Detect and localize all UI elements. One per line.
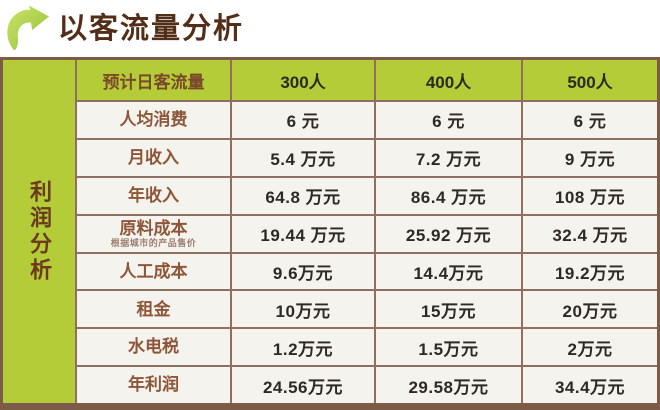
row-label: 人工成本 bbox=[77, 253, 230, 290]
row-label-text: 月收入 bbox=[128, 148, 179, 168]
header-row-title: 预计日客流量 bbox=[77, 60, 230, 100]
row-label: 人均消费 bbox=[77, 102, 230, 138]
header-col-3: 500人 bbox=[523, 60, 657, 100]
row-label: 原料成本 根据城市的产品售价 bbox=[77, 215, 230, 252]
header-col-1: 300人 bbox=[232, 60, 374, 100]
table-cell: 64.8 万元 bbox=[232, 177, 374, 214]
table-cell: 5.4 万元 bbox=[232, 139, 374, 176]
table-cell: 1.2万元 bbox=[232, 329, 374, 366]
table-cell: 14.4万元 bbox=[376, 253, 521, 290]
table-cell: 7.2 万元 bbox=[376, 139, 521, 176]
row-label-text: 人工成本 bbox=[119, 261, 188, 281]
table-cell: 34.4万元 bbox=[523, 367, 657, 403]
row-label: 年收入 bbox=[77, 177, 230, 214]
table-cell: 9 万元 bbox=[523, 139, 657, 176]
table-cell: 29.58万元 bbox=[376, 367, 521, 403]
table-cell: 6 元 bbox=[376, 102, 521, 138]
table-cell: 9.6万元 bbox=[232, 253, 374, 290]
row-sublabel-text: 根据城市的产品售价 bbox=[110, 238, 197, 249]
row-label: 水电税 bbox=[77, 329, 230, 366]
table-cell: 25.92 万元 bbox=[376, 215, 521, 252]
row-label-text: 水电税 bbox=[128, 337, 179, 357]
row-label: 月收入 bbox=[77, 139, 230, 176]
curved-arrow-icon bbox=[7, 5, 50, 51]
table-cell: 20万元 bbox=[523, 291, 657, 328]
table-cell: 24.56万元 bbox=[232, 367, 374, 403]
table-cell: 10万元 bbox=[232, 291, 374, 328]
row-label-text: 租金 bbox=[136, 299, 171, 319]
table-cell: 108 万元 bbox=[523, 177, 657, 214]
table-cell: 19.44 万元 bbox=[232, 215, 374, 252]
page-title: 以客流量分析 bbox=[58, 12, 245, 45]
table-cell: 2万元 bbox=[523, 329, 657, 366]
header-col-2: 400人 bbox=[376, 60, 521, 100]
table-cell: 19.2万元 bbox=[523, 253, 657, 290]
row-label-text: 年收入 bbox=[128, 185, 179, 205]
table-cell: 32.4 万元 bbox=[523, 215, 657, 252]
title-bar: 以客流量分析 bbox=[4, 3, 244, 53]
table-cell: 6 元 bbox=[523, 102, 657, 138]
row-label-text: 人均消费 bbox=[119, 110, 188, 130]
table-cell: 86.4 万元 bbox=[376, 177, 521, 214]
side-group-label: 利润分析 bbox=[27, 179, 52, 284]
table-cell: 1.5万元 bbox=[376, 329, 521, 366]
row-label-text: 原料成本 bbox=[119, 218, 188, 238]
row-label-text: 年利润 bbox=[128, 375, 179, 395]
row-label: 年利润 bbox=[77, 367, 230, 403]
table-cell: 15万元 bbox=[376, 291, 521, 328]
side-group-label-cell: 利润分析 bbox=[3, 60, 75, 403]
profit-analysis-table: 利润分析 预计日客流量 300人 400人 500人 人均消费 6 元 6 元 … bbox=[0, 57, 660, 410]
table-cell: 6 元 bbox=[232, 102, 374, 138]
row-label: 租金 bbox=[77, 291, 230, 328]
